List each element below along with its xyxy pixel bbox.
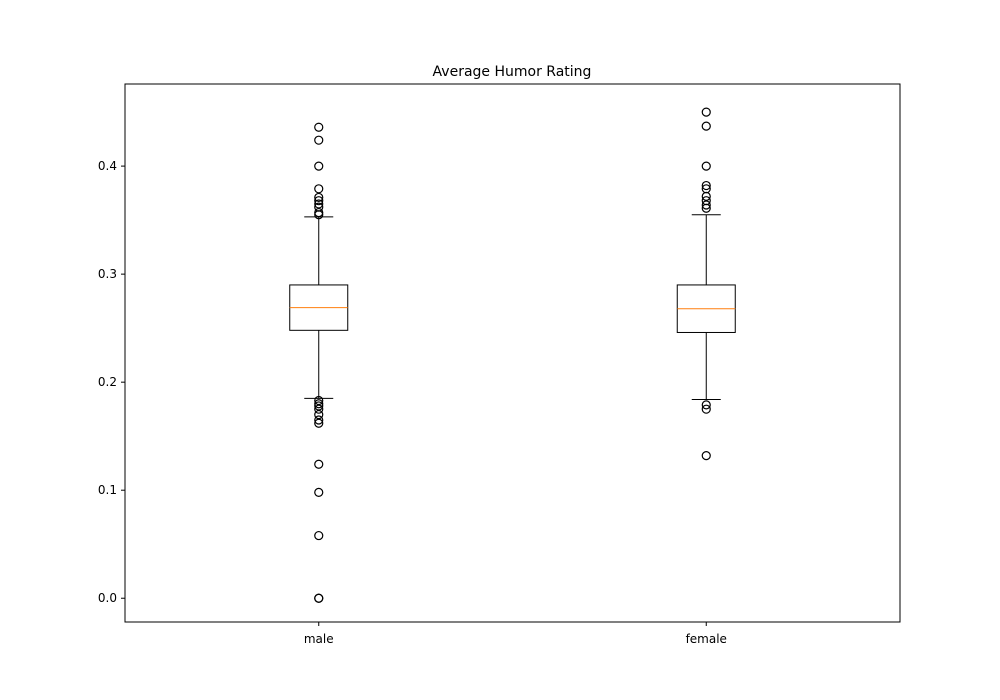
outlier-point — [701, 107, 711, 117]
outlier-point — [314, 395, 324, 406]
y-tick-label: 0.1 — [98, 483, 117, 497]
outlier-point — [314, 161, 324, 171]
outlier-point — [701, 404, 711, 414]
y-tick-label: 0.2 — [98, 375, 117, 389]
outlier-point — [314, 404, 324, 414]
y-tick-label: 0.0 — [98, 591, 117, 605]
x-tick-label: female — [686, 632, 727, 646]
outlier-point — [701, 161, 711, 171]
outlier-point — [701, 400, 711, 410]
y-tick-label: 0.4 — [98, 159, 117, 173]
outlier-point — [314, 210, 324, 220]
outlier-point — [314, 196, 324, 206]
outlier-point — [314, 192, 324, 203]
outlier-point — [701, 451, 711, 461]
outlier-point — [701, 191, 711, 201]
outlier-point — [314, 459, 324, 469]
outlier-point — [314, 593, 324, 603]
outlier-point — [314, 418, 324, 428]
outlier-point — [314, 487, 324, 497]
x-tick-label: male — [304, 632, 334, 646]
outlier-point — [701, 200, 711, 210]
outlier-point — [701, 180, 711, 191]
y-tick-label: 0.3 — [98, 267, 117, 281]
plot-area: 0.0 0.1 0.2 0.3 0.4 male female — [98, 107, 736, 646]
plot-frame — [124, 83, 901, 623]
outlier-point — [701, 203, 711, 213]
outlier-point — [314, 415, 324, 425]
outlier-point — [314, 122, 324, 132]
outlier-point — [314, 409, 324, 420]
outlier-point — [701, 121, 711, 131]
outlier-point — [314, 199, 324, 209]
outlier-point — [314, 401, 324, 411]
outlier-point — [314, 184, 324, 194]
chart-title: Average Humor Rating — [433, 64, 592, 80]
outlier-point — [314, 530, 324, 541]
outlier-point — [314, 135, 324, 145]
